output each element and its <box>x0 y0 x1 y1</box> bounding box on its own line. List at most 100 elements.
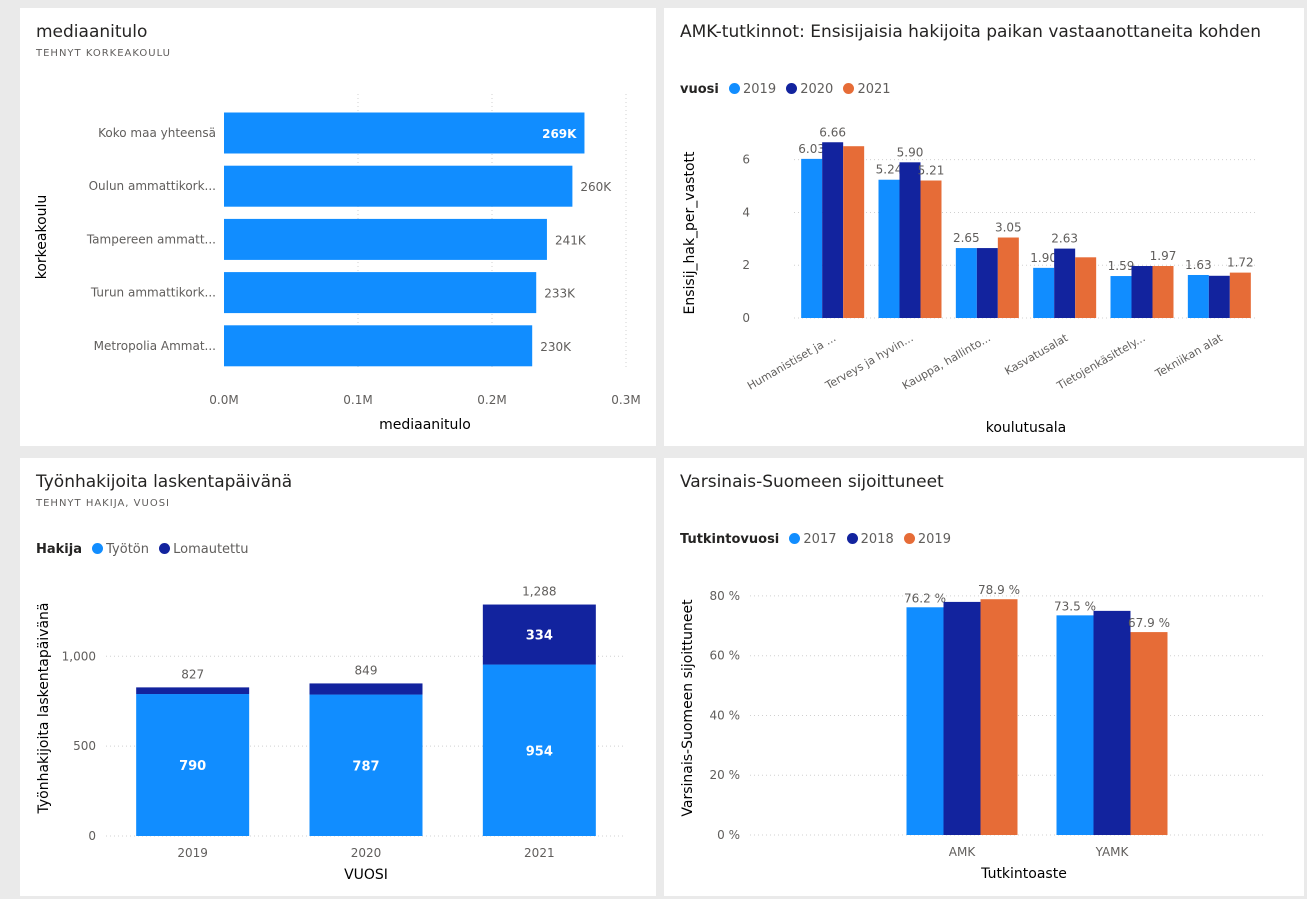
y-tick-label: Turun ammattikork... <box>90 286 216 300</box>
x-tick-label: AMK <box>949 845 977 859</box>
legend-item[interactable]: 2020 <box>786 82 833 97</box>
legend-item[interactable]: Lomautettu <box>159 542 249 557</box>
median-income-chart: 0.0M 0.1M 0.2M 0.3M Koko maa yhteensä 269K Oul… <box>34 94 641 433</box>
data-label: 233K <box>544 287 576 301</box>
data-label: 334 <box>526 629 553 644</box>
legend-item[interactable]: 2021 <box>843 82 891 97</box>
y-tick-label: 20 % <box>710 768 741 782</box>
bar <box>801 158 823 318</box>
job-seekers-panel: Työnhakijoita laskentapäivänä TEHNYT HAK… <box>20 458 656 896</box>
data-label: 5.21 <box>918 164 945 178</box>
data-label: 3.05 <box>995 221 1022 235</box>
data-label: 260K <box>580 180 612 194</box>
bar <box>1130 632 1168 835</box>
x-tick-label: Kasvatusalat <box>1003 331 1071 378</box>
bar-segment <box>136 694 250 836</box>
chart-subtitle: TEHNYT KORKEAKOULU <box>36 48 171 59</box>
x-axis-title: VUOSI <box>344 867 388 883</box>
varsinais-suomi-panel: Varsinais-Suomeen sijoittuneet Tutkintov… <box>664 458 1304 896</box>
bar <box>224 112 585 154</box>
bar <box>224 218 547 260</box>
legend-item[interactable]: 2019 <box>903 532 951 547</box>
bar-segment <box>136 687 250 695</box>
total-label: 827 <box>181 667 204 681</box>
total-label: 849 <box>355 663 378 677</box>
data-label: 787 <box>352 759 379 774</box>
bar <box>976 248 998 318</box>
legend-title: vuosi <box>680 82 719 97</box>
y-tick-label: 0 % <box>717 828 740 842</box>
y-axis-title: Ensisij_hak_per_vastott <box>682 151 698 314</box>
bar <box>943 601 981 835</box>
y-tick-label: Tampereen ammatt... <box>86 232 216 246</box>
median-income-panel: mediaanitulo TEHNYT KORKEAKOULU 0.0M 0.1M… <box>20 8 656 446</box>
x-tick-label: 0.2M <box>477 393 506 407</box>
total-label: 1,288 <box>522 585 556 599</box>
y-axis-title: Työnhakijoita laskentapäivänä <box>36 602 52 814</box>
y-tick-label: 0 <box>742 311 750 325</box>
y-tick-label: 6 <box>742 153 750 167</box>
bar <box>997 237 1019 318</box>
bar <box>1229 272 1251 318</box>
x-tick-label: 2021 <box>524 846 555 860</box>
chart-title: mediaanitulo <box>36 22 148 42</box>
data-label: 76.2 % <box>904 591 946 605</box>
data-label: 1.59 <box>1108 259 1135 273</box>
legend-item[interactable]: Työtön <box>92 542 149 557</box>
bar-segment <box>309 683 423 695</box>
bar <box>1033 267 1055 318</box>
legend-item[interactable]: 2019 <box>729 82 776 97</box>
bar-segment <box>309 694 423 836</box>
x-tick-label: 2019 <box>177 846 208 860</box>
y-tick-label: 4 <box>742 205 750 219</box>
bar <box>1056 615 1094 835</box>
chart-legend: Tutkintovuosi 2017 2018 2019 <box>680 532 957 547</box>
y-tick-label: 80 % <box>710 589 741 603</box>
y-tick-label: 60 % <box>710 649 741 663</box>
bar <box>1152 266 1174 318</box>
data-label: 230K <box>540 340 572 354</box>
bar <box>1131 266 1153 318</box>
legend-item[interactable]: 2017 <box>789 532 837 547</box>
bar <box>1110 276 1132 318</box>
chart-subtitle: TEHNYT HAKIJA, VUOSI <box>36 498 170 509</box>
chart-title: Työnhakijoita laskentapäivänä <box>36 472 293 492</box>
bar <box>843 146 865 318</box>
y-tick-label: 40 % <box>710 708 741 722</box>
data-label: 5.90 <box>897 145 924 159</box>
data-label: 6.66 <box>819 125 846 139</box>
bar <box>224 272 537 314</box>
x-axis-title: koulutusala <box>986 420 1067 436</box>
bar <box>1075 257 1097 318</box>
bar <box>822 142 844 318</box>
x-tick-label: 2020 <box>351 846 382 860</box>
legend-item[interactable]: 2018 <box>846 532 894 547</box>
y-tick-label: 500 <box>73 739 96 753</box>
chart-legend: vuosi 2019 2020 2021 <box>680 82 897 97</box>
data-label: 2.65 <box>953 231 980 245</box>
amk-applicants-panel: AMK-tutkinnot: Ensisijaisia hakijoita pa… <box>664 8 1304 446</box>
y-tick-label: 0 <box>88 829 96 843</box>
data-label: 1.90 <box>1030 251 1057 265</box>
bar <box>920 180 942 318</box>
data-label: 2.63 <box>1051 232 1078 246</box>
legend-title: Hakija <box>36 542 82 557</box>
legend-title: Tutkintovuosi <box>680 532 780 547</box>
data-label: 954 <box>526 744 553 759</box>
y-axis-title: korkeakoulu <box>34 195 50 280</box>
y-tick-label: 1,000 <box>62 649 96 663</box>
data-label: 73.5 % <box>1054 599 1096 613</box>
y-axis-title: Varsinais-Suomeen sijoittuneet <box>680 599 696 817</box>
data-label: 1.72 <box>1227 256 1254 270</box>
data-label: 790 <box>179 759 206 774</box>
x-tick-label: 0.0M <box>209 393 238 407</box>
bar <box>224 165 573 207</box>
bar <box>1187 274 1209 318</box>
data-label: 1.63 <box>1185 258 1212 272</box>
y-tick-label: 2 <box>742 258 750 272</box>
bar <box>980 599 1018 835</box>
x-axis-title: Tutkintoaste <box>980 866 1067 882</box>
y-tick-label: Koko maa yhteensä <box>98 126 216 140</box>
data-label: 269K <box>542 127 577 141</box>
